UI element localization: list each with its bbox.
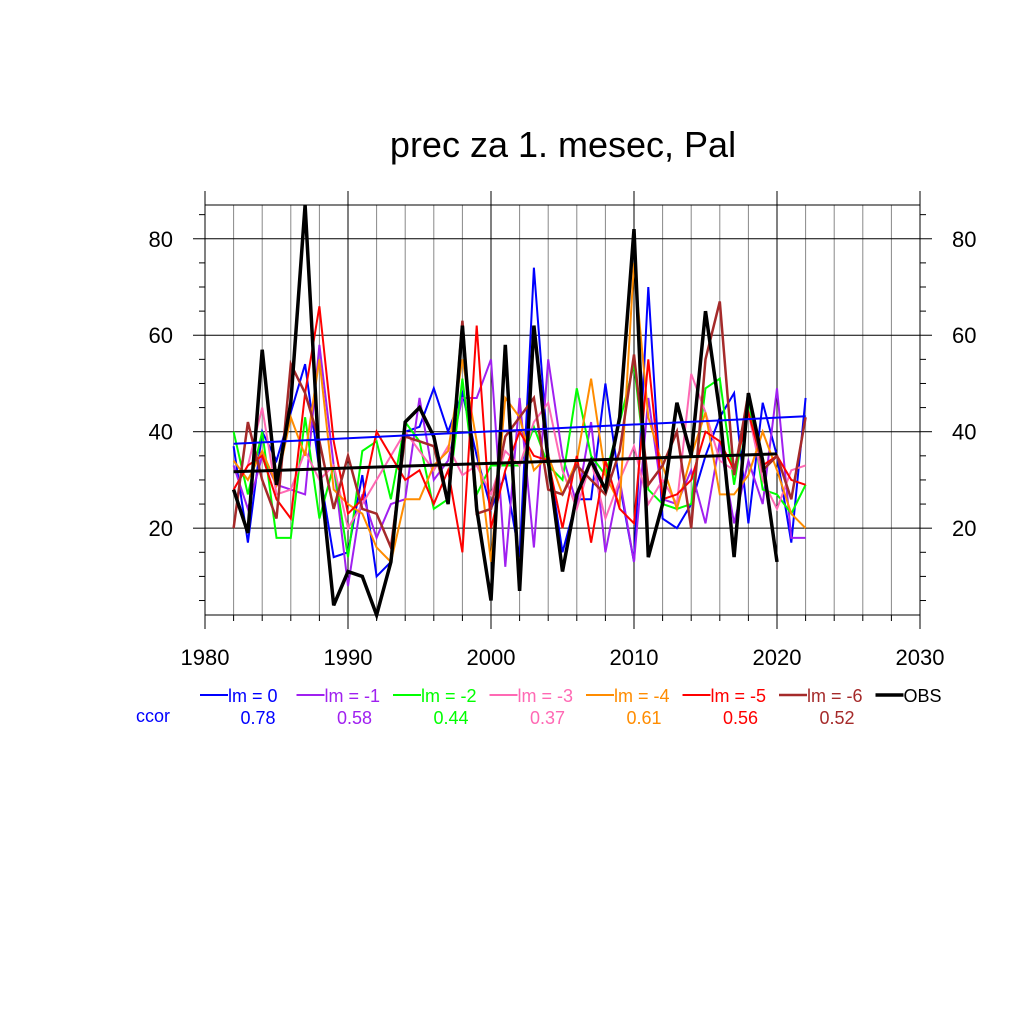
y-tick-label-left: 40 bbox=[149, 420, 173, 445]
y-tick-label-right: 60 bbox=[952, 323, 976, 348]
legend-label: lm = -3 bbox=[518, 686, 574, 706]
trend-line bbox=[233, 452, 778, 474]
y-tick-label-left: 80 bbox=[149, 227, 173, 252]
ccor-value: 0.56 bbox=[723, 708, 758, 728]
x-tick-label: 2030 bbox=[896, 645, 945, 670]
ccor-value: 0.52 bbox=[819, 708, 854, 728]
legend-label: lm = -1 bbox=[325, 686, 381, 706]
ccor-value: 0.44 bbox=[433, 708, 468, 728]
x-tick-label: 2010 bbox=[610, 645, 659, 670]
legend-label: lm = -4 bbox=[614, 686, 670, 706]
x-tick-label: 2000 bbox=[467, 645, 516, 670]
plot-frame bbox=[204, 204, 921, 616]
y-tick-label-right: 80 bbox=[952, 227, 976, 252]
trend-line bbox=[233, 415, 806, 445]
ccor-value: 0.37 bbox=[530, 708, 565, 728]
y-tick-label-right: 40 bbox=[952, 420, 976, 445]
series-line-lm-5 bbox=[232, 306, 806, 553]
x-tick-label: 1990 bbox=[324, 645, 373, 670]
y-tick-labels: 20 20 40 40 60 60 80 80 bbox=[149, 227, 977, 541]
series-line-lm-1 bbox=[232, 344, 806, 587]
series-line-obs bbox=[231, 204, 779, 621]
series-lines bbox=[231, 204, 807, 621]
legend-label: OBS bbox=[904, 686, 942, 706]
ccor-label: ccor bbox=[136, 706, 170, 726]
legend-label: lm = -2 bbox=[421, 686, 477, 706]
legend-label: lm = 0 bbox=[228, 686, 278, 706]
x-tick-label: 2020 bbox=[753, 645, 802, 670]
legend-label: lm = -6 bbox=[807, 686, 863, 706]
series-line-lm-3 bbox=[232, 373, 806, 531]
x-tick-label: 1980 bbox=[181, 645, 230, 670]
chart-title: prec za 1. mesec, Pal bbox=[390, 124, 736, 165]
y-tick-label-left: 20 bbox=[149, 516, 173, 541]
x-tick-labels: 1980 1990 2000 2010 2020 2030 bbox=[181, 645, 945, 670]
y-tick-label-left: 60 bbox=[149, 323, 173, 348]
ccor-value: 0.61 bbox=[626, 708, 661, 728]
y-tick-label-right: 20 bbox=[952, 516, 976, 541]
ccor-value: 0.78 bbox=[240, 708, 275, 728]
axis-ticks bbox=[193, 191, 932, 629]
trend-lines bbox=[233, 415, 806, 474]
ccor-value: 0.58 bbox=[337, 708, 372, 728]
legend-label: lm = -5 bbox=[711, 686, 767, 706]
